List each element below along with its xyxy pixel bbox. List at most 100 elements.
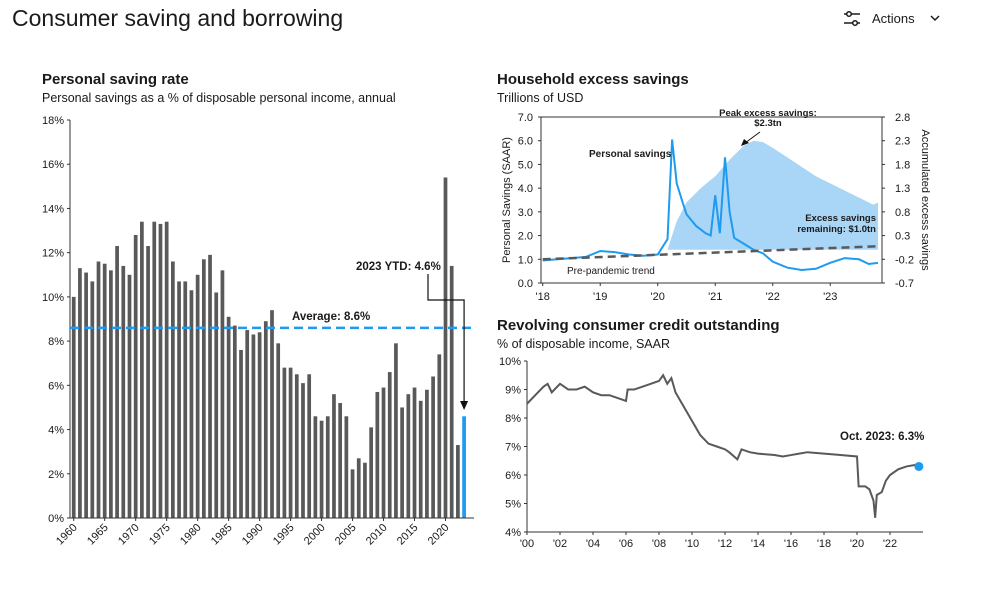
bar <box>121 265 126 518</box>
average-label: Average: 8.6% <box>292 311 370 323</box>
bar <box>220 270 225 518</box>
y-tick-label: 6.0 <box>518 136 533 148</box>
bar <box>133 234 138 518</box>
bar <box>431 376 435 518</box>
x-tick-label: '16 <box>784 538 798 550</box>
x-tick-label: '20 <box>850 538 864 550</box>
bar <box>232 325 237 518</box>
x-tick-label: 1990 <box>240 522 266 548</box>
x-tick-label: 1960 <box>54 522 80 548</box>
x-tick-label: 1980 <box>178 522 204 548</box>
bar <box>350 469 355 518</box>
series-label: Pre-pandemic trend <box>567 266 655 277</box>
bar <box>363 462 367 518</box>
annotation-arrow <box>427 274 465 402</box>
arrow-head <box>460 401 469 410</box>
bar <box>195 274 200 518</box>
x-tick-label: '04 <box>586 538 600 550</box>
x-tick-label: '19 <box>593 291 607 303</box>
x-tick-label: '22 <box>883 538 897 550</box>
annotation: Excess savings <box>805 213 876 224</box>
end-marker <box>914 461 924 471</box>
x-tick-label: '14 <box>751 538 765 550</box>
line <box>526 373 920 518</box>
bar <box>443 177 448 518</box>
bar <box>177 281 181 518</box>
bar <box>189 290 194 518</box>
chart-subtitle: Personal savings as a % of disposable pe… <box>42 91 396 105</box>
actions-icon <box>844 10 940 27</box>
bar <box>288 367 293 518</box>
y2-tick-label: -0.2 <box>895 254 914 266</box>
y-tick-label: 2.0 <box>518 231 533 243</box>
bar <box>418 400 423 518</box>
y-tick-label: 7.0 <box>518 112 533 124</box>
actions-hit[interactable] <box>836 6 946 32</box>
bar <box>84 272 88 518</box>
bar <box>325 416 330 518</box>
y-tick-label: 5% <box>505 499 521 511</box>
bar <box>201 259 206 518</box>
bar <box>102 263 107 518</box>
bar <box>313 416 318 518</box>
bar <box>338 403 343 518</box>
bar <box>226 316 231 518</box>
annotation: Peak excess savings: <box>719 108 817 119</box>
x-tick-label: '21 <box>708 291 722 303</box>
annotation: $2.3tn <box>754 118 782 129</box>
x-tick-label: 2020 <box>426 522 452 548</box>
y-tick-label: 5.0 <box>518 159 533 171</box>
x-tick-label: '20 <box>651 291 665 303</box>
x-tick-label: 2010 <box>364 522 390 548</box>
bar <box>109 270 113 518</box>
line <box>542 244 879 261</box>
x-tick-label: '22 <box>766 291 780 303</box>
bar <box>164 221 169 518</box>
x-tick-label: '08 <box>652 538 666 550</box>
x-tick-label: 1975 <box>147 522 173 548</box>
bar <box>263 321 268 518</box>
bar <box>400 407 404 518</box>
x-tick-label: 1985 <box>209 522 235 548</box>
bar <box>251 334 256 518</box>
x-tick-label: 1970 <box>116 522 142 548</box>
y2-tick-label: 0.3 <box>895 231 910 243</box>
bar <box>183 281 188 518</box>
x-tick-label: '10 <box>685 538 699 550</box>
x-tick-label: 2000 <box>302 522 328 548</box>
annotation: 2023 YTD: 4.6% <box>356 261 441 273</box>
x-tick-label: '06 <box>619 538 633 550</box>
y2-tick-label: 2.8 <box>895 112 910 124</box>
annotation: Oct. 2023: 6.3% <box>840 431 924 443</box>
bar <box>282 367 287 518</box>
bar <box>71 296 76 518</box>
y-tick-label: 16% <box>42 159 64 171</box>
bar <box>276 343 281 518</box>
y-tick-label: 0.0 <box>518 278 533 290</box>
bar <box>140 221 144 518</box>
x-tick-label: 1965 <box>85 522 111 548</box>
bar <box>127 274 132 518</box>
bar <box>332 394 336 518</box>
y-tick-label: 2% <box>48 469 64 481</box>
plot-frame <box>540 116 883 284</box>
y-tick-label: 12% <box>42 248 64 260</box>
bar <box>344 416 349 518</box>
actions-button[interactable]: Actions <box>836 6 946 32</box>
annotation: remaining: $1.0tn <box>797 224 876 235</box>
y-tick-label: 4.0 <box>518 183 533 195</box>
x-tick-label: 2005 <box>333 522 359 548</box>
x-tick-label: '02 <box>553 538 567 550</box>
y-tick-label: 3.0 <box>518 207 533 219</box>
y-tick-label: 10% <box>42 292 64 304</box>
x-tick-label: '12 <box>718 538 732 550</box>
x-tick-label: '18 <box>817 538 831 550</box>
actions-label[interactable]: Actions <box>872 11 915 26</box>
chart-subtitle: Trillions of USD <box>497 91 583 105</box>
y-tick-label: 4% <box>48 425 64 437</box>
annotation-arrow <box>744 131 761 144</box>
x-tick-label: '23 <box>823 291 837 303</box>
y2-axis-label: Accumulated excess savings <box>919 129 931 271</box>
chart-title: Personal saving rate <box>42 71 189 88</box>
arrow-head <box>741 139 749 146</box>
